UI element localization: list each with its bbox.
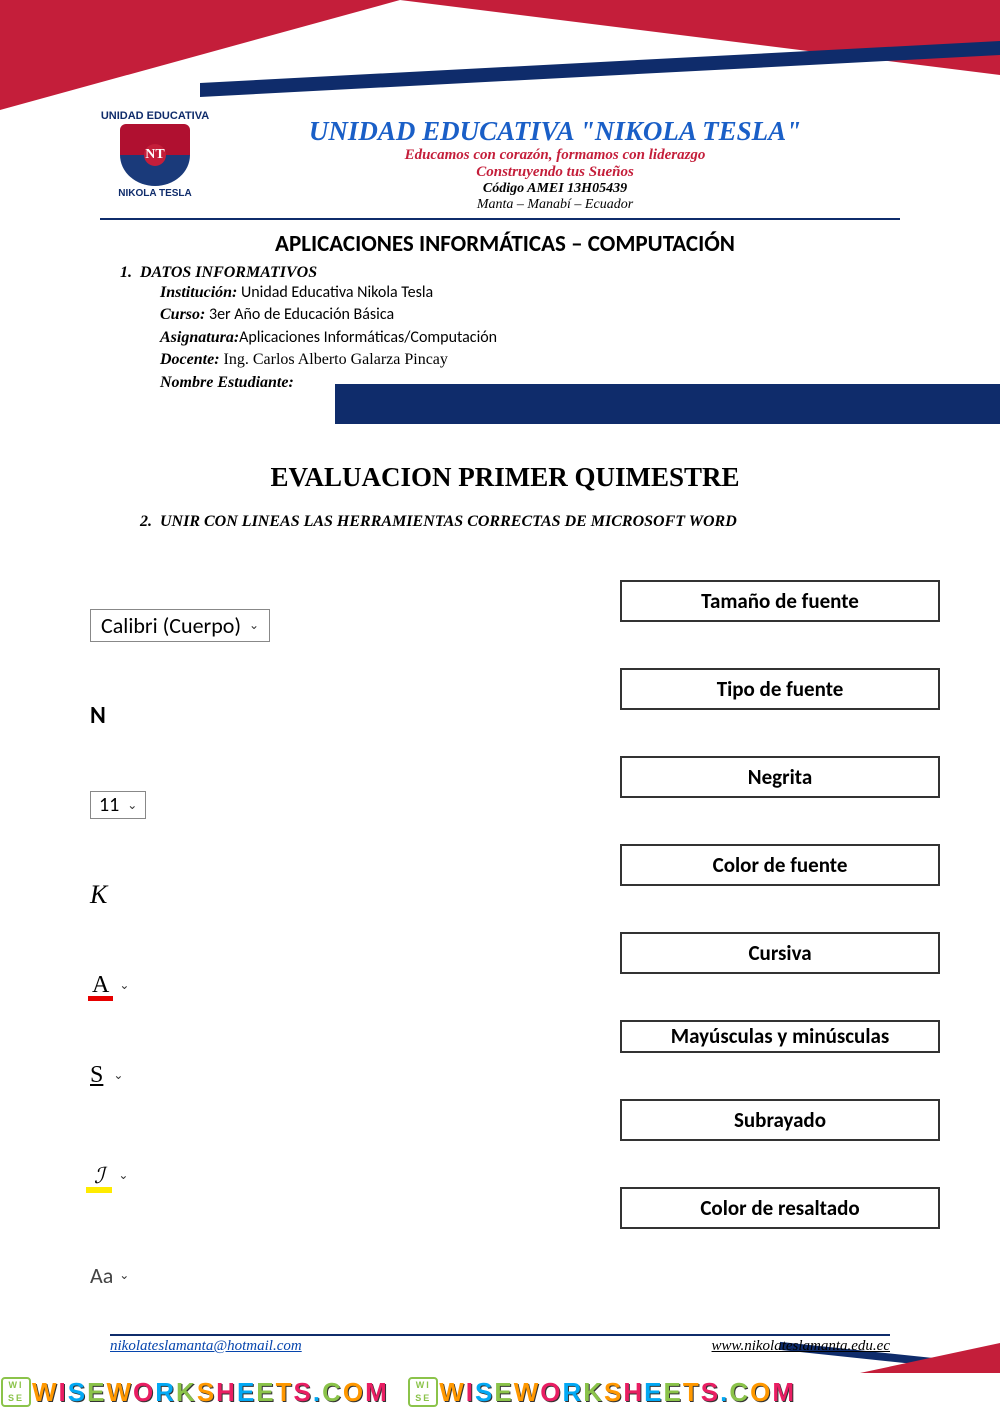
- tools-column: Calibri (Cuerpo) ⌄ N 11 ⌄ K A ⌄ S ⌄: [60, 580, 340, 1320]
- slogan-2: Construyendo tus Sueños: [210, 164, 900, 181]
- tool-font-size[interactable]: 11 ⌄: [60, 760, 340, 850]
- school-code: Código AMEI 13H05439: [210, 181, 900, 197]
- tool-highlight[interactable]: ℐ ⌄: [60, 1120, 340, 1230]
- chevron-down-icon: ⌄: [118, 1168, 128, 1183]
- chevron-down-icon: ⌄: [119, 978, 129, 993]
- tool-font-family[interactable]: Calibri (Cuerpo) ⌄: [60, 580, 340, 670]
- tool-underline[interactable]: S ⌄: [60, 1030, 340, 1120]
- header-banner: [0, 0, 1000, 120]
- value-docente: Ing. Carlos Alberto Galarza Pincay: [220, 351, 448, 368]
- chevron-down-icon: ⌄: [127, 798, 137, 813]
- color-bar-yellow: [86, 1187, 112, 1193]
- matching-exercise: Calibri (Cuerpo) ⌄ N 11 ⌄ K A ⌄ S ⌄: [60, 580, 940, 1323]
- evaluation-title: EVALUACION PRIMER QUIMESTRE: [110, 462, 900, 493]
- answers-column: Tamaño de fuente Tipo de fuente Negrita …: [620, 580, 940, 1275]
- chevron-down-icon: ⌄: [119, 1268, 129, 1283]
- school-logo: UNIDAD EDUCATIVA NIKOLA TESLA: [100, 110, 210, 213]
- logo-caption-top: UNIDAD EDUCATIVA: [100, 110, 210, 122]
- slogan-1: Educamos con corazón, formamos con lider…: [210, 147, 900, 164]
- highlighter-icon: ℐ: [94, 1162, 104, 1189]
- section-2-heading: 2. UNIR CON LINEAS LAS HERRAMIENTAS CORR…: [140, 513, 900, 531]
- letterhead: UNIDAD EDUCATIVA NIKOLA TESLA UNIDAD EDU…: [100, 110, 900, 220]
- label-curso: Curso:: [160, 306, 205, 323]
- chevron-down-icon: ⌄: [113, 1068, 123, 1083]
- footer-web: www.nikolateslamanta.edu.ec: [712, 1338, 890, 1355]
- answer-box[interactable]: Color de resaltado: [620, 1187, 940, 1229]
- footer-email[interactable]: nikolateslamanta@hotmail.com: [110, 1338, 302, 1355]
- tool-italic[interactable]: K: [60, 850, 340, 940]
- school-title: UNIDAD EDUCATIVA "NIKOLA TESLA": [210, 116, 900, 147]
- answer-box[interactable]: Negrita: [620, 756, 940, 798]
- answer-box[interactable]: Cursiva: [620, 932, 940, 974]
- content-area: APLICACIONES INFORMÁTICAS – COMPUTACIÓN …: [110, 230, 900, 531]
- shield-icon: [120, 124, 190, 186]
- subject-title: APLICACIONES INFORMÁTICAS – COMPUTACIÓN: [110, 230, 900, 258]
- section-1-heading: 1. DATOS INFORMATIVOS: [110, 264, 900, 282]
- answer-box[interactable]: Mayúsculas y minúsculas: [620, 1020, 940, 1053]
- info-block: Institución: Unidad Educativa Nikola Tes…: [160, 282, 900, 394]
- school-location: Manta – Manabí – Ecuador: [210, 197, 900, 213]
- value-asignatura: Aplicaciones Informáticas/Computación: [239, 328, 497, 347]
- label-asignatura: Asignatura:: [160, 329, 239, 346]
- value-curso: 3er Año de Educación Básica: [205, 305, 394, 324]
- answer-box[interactable]: Color de fuente: [620, 844, 940, 886]
- tool-font-color[interactable]: A ⌄: [60, 940, 340, 1030]
- label-institucion: Institución:: [160, 284, 237, 301]
- redacted-block: [335, 384, 1000, 424]
- label-docente: Docente:: [160, 351, 220, 368]
- watermark: WISEWISEWORKSHEETS.COM WISEWISEWORKSHEET…: [0, 1371, 1000, 1413]
- chevron-down-icon: ⌄: [249, 618, 259, 633]
- label-nombre: Nombre Estudiante:: [160, 374, 294, 391]
- answer-box[interactable]: Tipo de fuente: [620, 668, 940, 710]
- tool-bold[interactable]: N: [60, 670, 340, 760]
- answer-box[interactable]: Subrayado: [620, 1099, 940, 1141]
- logo-caption-bottom: NIKOLA TESLA: [100, 188, 210, 199]
- color-bar-red: [88, 996, 113, 1001]
- tool-change-case[interactable]: Aa ⌄: [60, 1230, 340, 1320]
- answer-box[interactable]: Tamaño de fuente: [620, 580, 940, 622]
- page-footer: nikolateslamanta@hotmail.com www.nikolat…: [110, 1334, 890, 1355]
- value-institucion: Unidad Educativa Nikola Tesla: [237, 283, 433, 302]
